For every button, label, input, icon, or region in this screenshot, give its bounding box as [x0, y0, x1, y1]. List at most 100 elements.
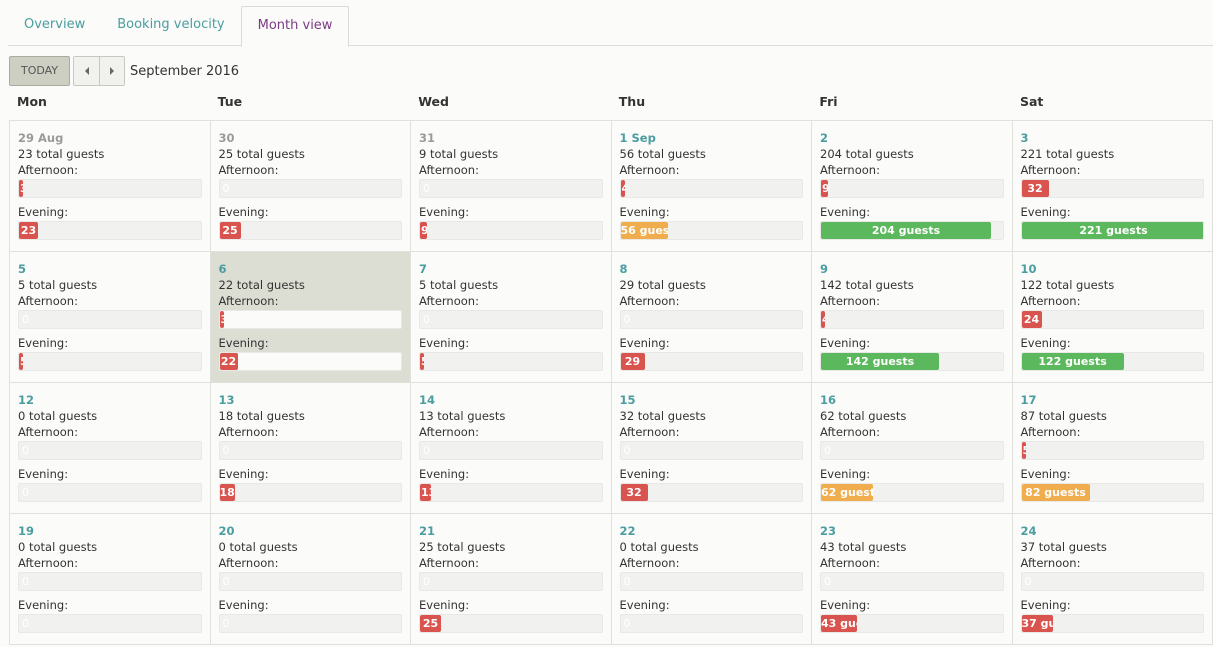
evening-bar-track[interactable]: 221 guests [1020, 221, 1204, 240]
evening-bar-fill: 204 guests [821, 222, 991, 239]
evening-bar-track[interactable]: 43 guests [820, 614, 1004, 633]
day-cell[interactable]: 3 221 total guests Afternoon: 32 Evening: 221… [1012, 121, 1213, 252]
tab-month-view[interactable]: Month view [240, 6, 350, 47]
afternoon-bar-track[interactable]: 32 [1020, 179, 1204, 198]
afternoon-bar-fill: 9 [821, 180, 828, 197]
day-cell[interactable]: 29 Aug 23 total guests Afternoon: 3 Evening:… [10, 121, 211, 252]
total-guests: 29 total guests [619, 278, 706, 292]
evening-bar-track[interactable]: 25 [419, 614, 603, 633]
evening-bar-track[interactable]: 18 [218, 483, 402, 502]
evening-bar-track[interactable]: 29 [619, 352, 803, 371]
next-month-button[interactable] [99, 57, 124, 85]
afternoon-bar-value: 0 [423, 313, 430, 326]
evening-bar-value: 0 [22, 617, 29, 630]
afternoon-bar-track[interactable]: 0 [1020, 572, 1204, 591]
afternoon-bar-track[interactable]: 3 [218, 310, 402, 329]
month-title: September 2016 [130, 63, 240, 79]
afternoon-bar-track[interactable]: 0 [619, 441, 803, 460]
afternoon-bar-track[interactable]: 3 [18, 179, 202, 198]
evening-bar-track[interactable]: 25 [218, 221, 402, 240]
evening-bar-track[interactable]: 23 [18, 221, 202, 240]
afternoon-bar-track[interactable]: 5 [1020, 441, 1204, 460]
evening-bar-track[interactable]: 0 [18, 614, 202, 633]
day-cell[interactable]: 13 18 total guests Afternoon: 0 Evening: 18 [210, 383, 411, 514]
afternoon-bar-track[interactable]: 0 [619, 572, 803, 591]
afternoon-bar-value: 0 [824, 444, 831, 457]
afternoon-label: Afternoon: [820, 294, 880, 308]
day-cell[interactable]: 2 204 total guests Afternoon: 9 Evening: 204 … [812, 121, 1013, 252]
day-cell[interactable]: 16 62 total guests Afternoon: 0 Evening: 62 g… [812, 383, 1013, 514]
evening-bar-track[interactable]: 56 guests [619, 221, 803, 240]
afternoon-bar-track[interactable]: 4 [619, 179, 803, 198]
day-cell[interactable]: 8 29 total guests Afternoon: 0 Evening: 29 [611, 252, 812, 383]
evening-bar-track[interactable]: 82 guests [1020, 483, 1204, 502]
evening-bar-track[interactable]: 5 [419, 352, 603, 371]
day-cell[interactable]: 5 5 total guests Afternoon: 0 Evening: 5 [10, 252, 211, 383]
afternoon-bar-track[interactable]: 9 [820, 179, 1004, 198]
day-date: 13 [218, 393, 235, 407]
day-cell[interactable]: 14 13 total guests Afternoon: 0 Evening: 13 [411, 383, 612, 514]
afternoon-bar-track[interactable]: 0 [419, 179, 603, 198]
tab-booking-velocity[interactable]: Booking velocity [117, 17, 225, 32]
day-cell[interactable]: 9 142 total guests Afternoon: 4 Evening: 142 … [812, 252, 1013, 383]
today-button[interactable]: TODAY [9, 56, 70, 86]
afternoon-bar-track[interactable]: 0 [218, 572, 402, 591]
afternoon-bar-track[interactable]: 0 [218, 441, 402, 460]
evening-bar-track[interactable]: 37 guests [1020, 614, 1204, 633]
evening-bar-track[interactable]: 142 guests [820, 352, 1004, 371]
evening-label: Evening: [820, 336, 871, 350]
afternoon-bar-track[interactable]: 0 [820, 572, 1004, 591]
evening-bar-fill: 13 [420, 484, 431, 501]
evening-bar-track[interactable]: 13 [419, 483, 603, 502]
afternoon-bar-track[interactable]: 0 [619, 310, 803, 329]
evening-bar-track[interactable]: 204 guests [820, 221, 1004, 240]
evening-bar-track[interactable]: 0 [619, 614, 803, 633]
afternoon-bar-track[interactable]: 4 [820, 310, 1004, 329]
evening-bar-track[interactable]: 5 [18, 352, 202, 371]
day-cell[interactable]: 7 5 total guests Afternoon: 0 Evening: 5 [411, 252, 612, 383]
day-date: 29 Aug [18, 131, 64, 145]
day-cell[interactable]: 19 0 total guests Afternoon: 0 Evening: 0 [10, 514, 211, 645]
afternoon-bar-track[interactable]: 0 [820, 441, 1004, 460]
total-guests: 25 total guests [218, 147, 305, 161]
evening-bar-fill: 9 [420, 222, 427, 239]
evening-bar-track[interactable]: 22 [218, 352, 402, 371]
day-cell[interactable]: 12 0 total guests Afternoon: 0 Evening: 0 [10, 383, 211, 514]
evening-bar-track[interactable]: 122 guests [1020, 352, 1204, 371]
afternoon-label: Afternoon: [419, 294, 479, 308]
day-cell[interactable]: 22 0 total guests Afternoon: 0 Evening: 0 [611, 514, 812, 645]
week-row: 5 5 total guests Afternoon: 0 Evening: 5 6 22 t… [10, 252, 1213, 383]
day-cell[interactable]: 31 9 total guests Afternoon: 0 Evening: 9 [411, 121, 612, 252]
day-cell[interactable]: 24 37 total guests Afternoon: 0 Evening: 37 g… [1012, 514, 1213, 645]
day-cell[interactable]: 21 25 total guests Afternoon: 0 Evening: 25 [411, 514, 612, 645]
tab-overview[interactable]: Overview [24, 17, 86, 32]
day-cell[interactable]: 6 22 total guests Afternoon: 3 Evening: 22 [210, 252, 411, 383]
day-cell[interactable]: 10 122 total guests Afternoon: 24 Evening: 12… [1012, 252, 1213, 383]
day-cell[interactable]: 15 32 total guests Afternoon: 0 Evening: 32 [611, 383, 812, 514]
evening-bar-track[interactable]: 32 [619, 483, 803, 502]
afternoon-bar-value: 0 [222, 444, 230, 457]
afternoon-bar-track[interactable]: 0 [218, 179, 402, 198]
evening-bar-value: 0 [623, 617, 631, 630]
evening-bar-track[interactable]: 62 guests [820, 483, 1004, 502]
afternoon-label: Afternoon: [419, 425, 479, 439]
day-cell[interactable]: 1 Sep 56 total guests Afternoon: 4 Evening: 5… [611, 121, 812, 252]
afternoon-bar-track[interactable]: 24 [1020, 310, 1204, 329]
day-cell[interactable]: 20 0 total guests Afternoon: 0 Evening: 0 [210, 514, 411, 645]
evening-label: Evening: [619, 336, 670, 350]
afternoon-bar-track[interactable]: 0 [419, 441, 603, 460]
afternoon-bar-track[interactable]: 0 [18, 572, 202, 591]
afternoon-bar-track[interactable]: 0 [419, 310, 603, 329]
afternoon-bar-track[interactable]: 0 [419, 572, 603, 591]
afternoon-bar-track[interactable]: 0 [18, 441, 202, 460]
day-cell[interactable]: 17 87 total guests Afternoon: 5 Evening: 82 g… [1012, 383, 1213, 514]
evening-bar-track[interactable]: 9 [419, 221, 603, 240]
day-cell[interactable]: 23 43 total guests Afternoon: 0 Evening: 43 g… [812, 514, 1013, 645]
prev-month-button[interactable] [74, 57, 99, 85]
evening-bar-track[interactable]: 0 [18, 483, 202, 502]
afternoon-bar-track[interactable]: 0 [18, 310, 202, 329]
evening-label: Evening: [218, 467, 269, 481]
afternoon-label: Afternoon: [1020, 556, 1081, 570]
day-cell[interactable]: 30 25 total guests Afternoon: 0 Evening: 25 [210, 121, 411, 252]
evening-bar-track[interactable]: 0 [218, 614, 402, 633]
